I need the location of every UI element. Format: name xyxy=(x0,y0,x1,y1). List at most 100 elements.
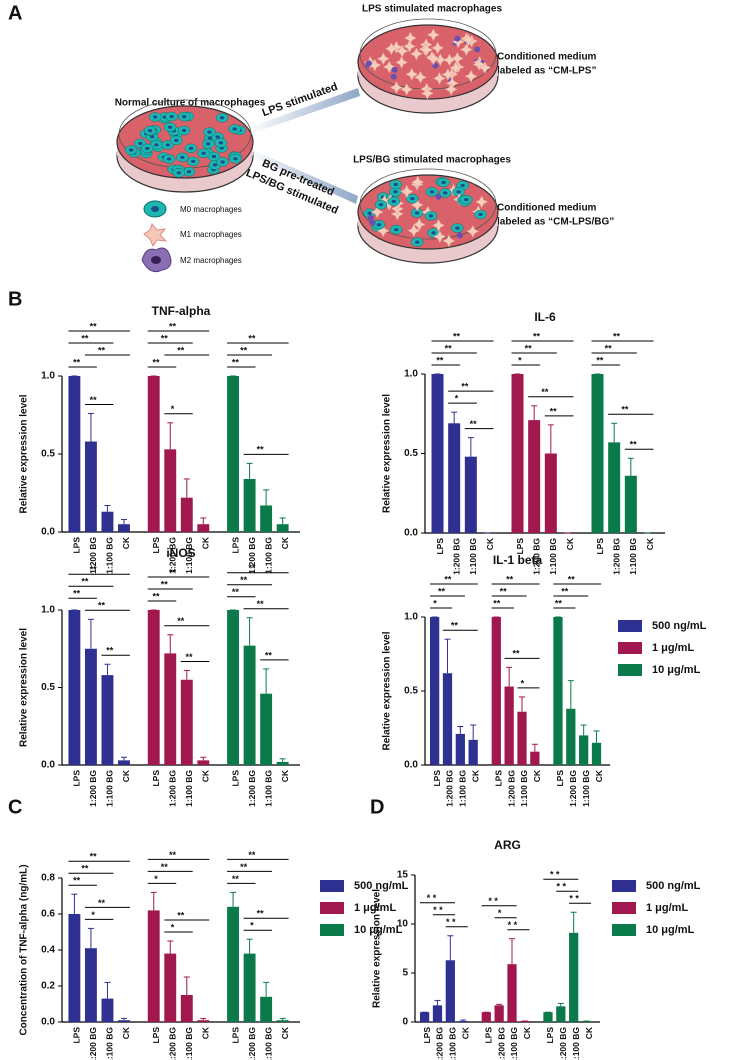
x-tick-label: 1:100 BG xyxy=(628,538,638,575)
bar xyxy=(448,423,461,533)
bar xyxy=(468,739,478,765)
bar xyxy=(84,948,97,1022)
cell xyxy=(368,58,382,72)
bar xyxy=(147,610,160,765)
y-tick-label: 0.0 xyxy=(404,760,418,771)
bar xyxy=(101,511,114,532)
m1-icon xyxy=(143,222,168,248)
cell xyxy=(400,185,414,199)
cell xyxy=(145,146,150,150)
significance-label: * * xyxy=(556,882,566,892)
cell xyxy=(391,199,396,204)
y-tick-label: 0.5 xyxy=(404,448,418,459)
x-tick-label: 1:100 BG xyxy=(458,770,468,807)
bar xyxy=(84,648,97,765)
y-axis-label: Concentration of TNF-alpha (ng/mL) xyxy=(19,864,30,1035)
significance-label: * xyxy=(518,355,522,365)
significance-label: ** xyxy=(257,599,265,609)
cell xyxy=(415,240,420,244)
significance-label: ** xyxy=(525,343,533,353)
x-tick-label: 1:200 BG xyxy=(247,770,257,807)
cell xyxy=(389,40,403,54)
bar xyxy=(243,478,256,532)
bar xyxy=(101,998,114,1022)
dish-title: Normal culture of macrophages xyxy=(115,98,266,109)
chart-title: IL-1 beta xyxy=(493,553,543,567)
bar xyxy=(432,1005,443,1022)
significance-label: ** xyxy=(248,563,256,573)
x-tick-label: 1:200 BG xyxy=(496,1027,506,1060)
cell xyxy=(188,146,194,150)
cell xyxy=(166,157,172,161)
significance-label: ** xyxy=(248,333,256,343)
x-tick-label: 1:100 BG xyxy=(263,1027,273,1060)
bar xyxy=(442,673,453,765)
bar xyxy=(227,376,240,532)
significance-label: * xyxy=(91,910,95,920)
x-tick-label: LPS xyxy=(484,1027,494,1044)
bar xyxy=(608,442,621,533)
cell xyxy=(390,73,397,80)
x-tick-label: LPS xyxy=(595,538,605,555)
cell xyxy=(384,42,398,56)
cell xyxy=(154,143,159,147)
x-tick-label: 1:100 BG xyxy=(184,537,194,574)
legend-swatch xyxy=(612,902,636,914)
y-axis-label: Relative expression level xyxy=(382,394,393,513)
dish-lid xyxy=(118,99,252,169)
significance-label: ** xyxy=(232,874,240,884)
significance-label: ** xyxy=(106,646,114,656)
bar xyxy=(180,995,193,1022)
legend-label: 500 ng/mL xyxy=(652,620,707,632)
bar xyxy=(504,686,514,765)
significance-label: * * xyxy=(488,896,498,906)
dish-title: LPS/BG stimulated macrophages xyxy=(353,155,511,166)
bar xyxy=(101,675,114,765)
x-tick-label: LPS xyxy=(494,770,504,787)
bar xyxy=(579,735,589,765)
significance-label: ** xyxy=(73,876,81,886)
cell xyxy=(169,114,174,119)
significance-label: ** xyxy=(248,850,256,860)
arrow xyxy=(246,148,358,204)
cell xyxy=(464,69,478,83)
cell xyxy=(233,157,238,161)
cell xyxy=(409,47,423,61)
cell xyxy=(218,141,224,145)
bar xyxy=(197,760,210,765)
legend-swatch xyxy=(612,880,636,892)
cell xyxy=(460,183,465,188)
x-tick-label: CK xyxy=(645,537,655,550)
x-tick-label: CK xyxy=(280,536,290,549)
significance-label: ** xyxy=(177,910,185,920)
significance-label: * xyxy=(250,921,254,931)
bar xyxy=(197,1020,210,1022)
bar xyxy=(276,761,289,765)
x-tick-label: 1:100 BG xyxy=(519,770,529,807)
y-tick-label: 0.5 xyxy=(404,686,418,697)
note: Conditioned medium xyxy=(497,52,597,63)
cell xyxy=(405,67,419,81)
m0-icon xyxy=(151,206,159,212)
x-tick-label: LPS xyxy=(435,538,445,555)
significance-label: * xyxy=(433,598,437,608)
cell xyxy=(207,130,212,134)
cell xyxy=(412,217,426,232)
dish-medium xyxy=(357,24,499,100)
cell xyxy=(215,135,220,139)
x-tick-label: 1:200 BG xyxy=(611,538,621,575)
bar xyxy=(243,645,256,765)
cell xyxy=(378,203,384,207)
x-tick-label: LPS xyxy=(422,1027,432,1044)
significance-label: ** xyxy=(186,652,194,662)
cell xyxy=(414,211,420,215)
significance-label: * * xyxy=(446,917,456,927)
diagram: Normal culture of macrophages LPS stimul… xyxy=(115,4,614,273)
significance-label: ** xyxy=(152,591,160,601)
cell xyxy=(459,43,473,57)
x-tick-label: 1:200 BG xyxy=(88,537,98,574)
significance-label: ** xyxy=(500,586,508,596)
cell xyxy=(410,197,415,201)
cell xyxy=(464,198,469,202)
x-tick-label: 1:100 BG xyxy=(184,1027,194,1060)
